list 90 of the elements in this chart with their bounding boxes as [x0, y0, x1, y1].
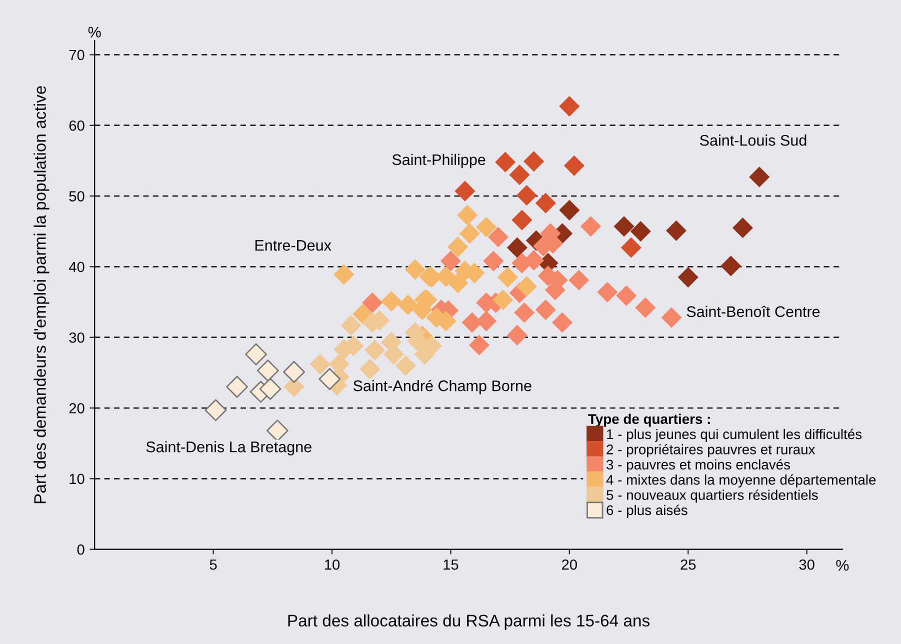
point — [226, 376, 248, 398]
x-tick-label: 15 — [444, 560, 458, 570]
point — [524, 151, 544, 172]
point — [457, 204, 478, 226]
point — [381, 291, 402, 312]
legend-label: 1 - plus jeunes qui cumulent les difficultés — [607, 428, 862, 442]
legend-label: 4 - mixtes dans la moyenne départementale — [606, 474, 876, 488]
point — [256, 360, 279, 382]
point — [552, 312, 573, 333]
text: % — [836, 560, 849, 571]
annotation: Saint-Philippe — [392, 154, 486, 168]
point — [492, 290, 514, 310]
point — [404, 259, 426, 280]
x-tick-label: 10 — [325, 559, 340, 570]
point — [749, 166, 770, 188]
point — [720, 256, 742, 276]
point — [568, 270, 590, 290]
point — [580, 216, 602, 237]
y-tick-label: 50 — [69, 191, 84, 202]
legend-label: 3 - pauvres et moins enclavés — [606, 459, 790, 472]
point — [334, 264, 354, 285]
y-tick-label: 40 — [69, 262, 84, 272]
point — [362, 292, 383, 314]
y-tick-label: 20 — [69, 403, 84, 414]
point — [616, 285, 637, 306]
point — [448, 236, 468, 258]
point — [476, 216, 497, 238]
point — [516, 185, 537, 206]
point — [597, 282, 618, 302]
y-tick-label: 60 — [69, 120, 84, 131]
y-tick-label: 10 — [70, 474, 84, 484]
point — [666, 220, 687, 241]
point — [364, 340, 386, 360]
point — [497, 266, 518, 288]
point — [564, 155, 584, 176]
text: % — [88, 26, 101, 38]
point — [454, 180, 476, 202]
y-tick-label: 30 — [69, 332, 84, 343]
x-tick-label: 20 — [562, 559, 577, 570]
point — [448, 272, 468, 294]
x-axis-title: Part des allocataires du RSA parmi les 15-64 ans — [288, 614, 650, 630]
point — [678, 266, 698, 288]
point — [516, 276, 537, 297]
y-tick-label: 0 — [77, 544, 84, 555]
point — [506, 237, 528, 258]
point — [512, 210, 532, 230]
point — [310, 354, 330, 374]
y-axis-title: Part des demandeurs d'emploi parmi la population active — [34, 86, 50, 504]
point — [340, 315, 362, 336]
point — [245, 343, 268, 366]
point — [488, 226, 508, 248]
point — [732, 218, 754, 238]
annotation: Saint-Denis La Bretagne — [146, 441, 312, 456]
point — [559, 96, 580, 117]
annotation: Saint-Louis Sud — [700, 134, 806, 146]
point — [204, 399, 227, 422]
point — [661, 307, 682, 328]
point — [360, 358, 380, 380]
point — [483, 250, 504, 272]
x-tick-label: 25 — [680, 559, 696, 570]
point — [395, 355, 416, 376]
point — [535, 192, 556, 214]
point — [514, 302, 535, 323]
point — [509, 164, 530, 186]
legend-title: Type de quartiers : — [588, 414, 710, 427]
point — [635, 297, 656, 318]
annotation: Entre-Deux — [255, 240, 332, 251]
x-tick-label: 30 — [799, 559, 814, 570]
y-tick-label: 70 — [69, 50, 84, 60]
point — [614, 216, 634, 237]
point — [630, 221, 651, 242]
point — [283, 360, 306, 383]
point — [559, 200, 580, 220]
point — [318, 368, 341, 390]
point — [459, 223, 480, 244]
point — [620, 237, 642, 258]
point — [495, 152, 516, 172]
annotation: Saint-Benoît Centre — [686, 306, 820, 318]
legend-label: 6 - plus aisés — [606, 504, 688, 518]
point — [398, 294, 418, 316]
legend-label: 2 - propriétaires pauvres et ruraux — [606, 444, 816, 458]
legend-label: 5 - nouveaux quartiers résidentiels — [606, 490, 818, 503]
point — [266, 420, 288, 442]
point — [259, 378, 282, 400]
point — [468, 334, 490, 356]
point — [440, 250, 462, 272]
annotation: Saint-André Champ Borne — [354, 380, 532, 394]
point — [535, 299, 556, 320]
x-tick-label: 5 — [210, 560, 217, 570]
point — [506, 324, 528, 346]
